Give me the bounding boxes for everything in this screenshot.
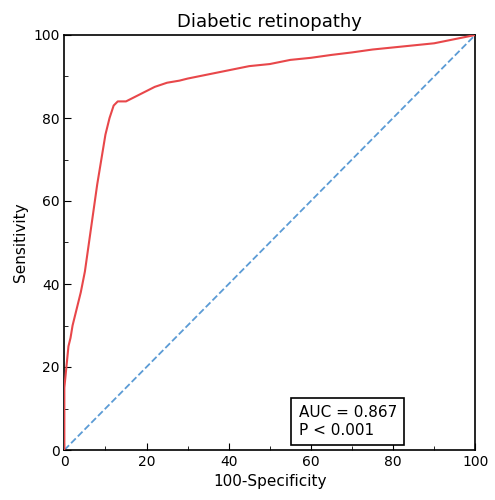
X-axis label: 100-Specificity: 100-Specificity <box>213 474 327 490</box>
Y-axis label: Sensitivity: Sensitivity <box>12 202 28 282</box>
Title: Diabetic retinopathy: Diabetic retinopathy <box>177 12 362 30</box>
Text: AUC = 0.867
P < 0.001: AUC = 0.867 P < 0.001 <box>298 405 397 438</box>
